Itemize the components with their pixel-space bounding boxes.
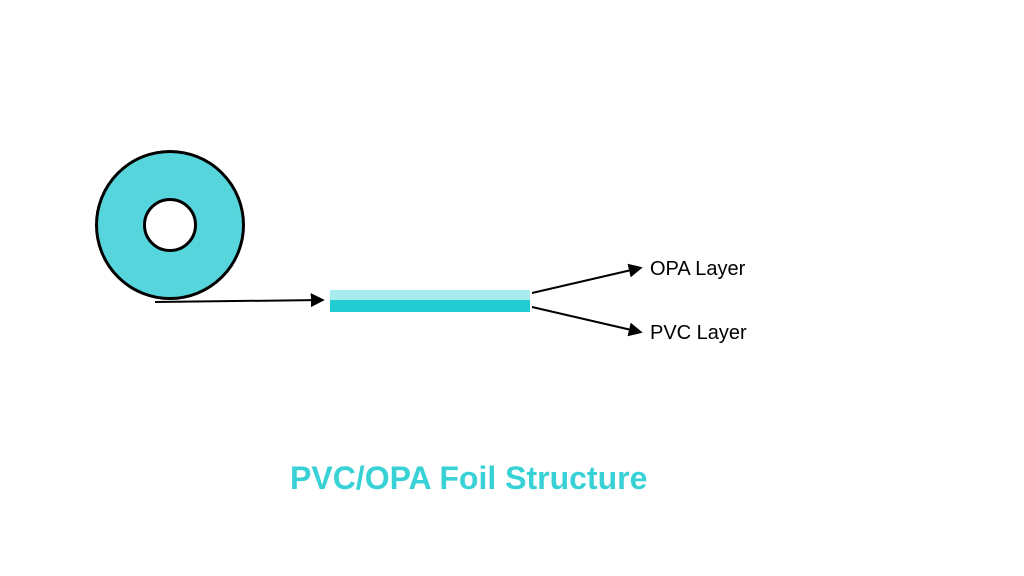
arrow-to-opa: [532, 268, 640, 293]
foil-roll-inner: [143, 198, 197, 252]
arrow-roll-to-bar: [155, 300, 322, 302]
pvc-layer-bar: [330, 300, 530, 312]
pvc-layer-label: PVC Layer: [650, 322, 747, 345]
arrow-to-pvc: [532, 307, 640, 332]
opa-layer-label: OPA Layer: [650, 258, 745, 281]
opa-layer-bar: [330, 290, 530, 300]
diagram-title: PVC/OPA Foil Structure: [290, 460, 647, 497]
